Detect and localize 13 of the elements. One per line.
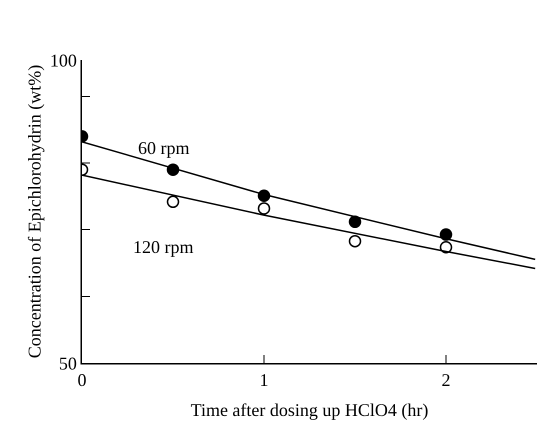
point [258, 202, 270, 215]
y-tick-label: 50 [58, 353, 77, 374]
point [166, 196, 180, 208]
series-label: 60 rpm [138, 138, 190, 158]
point [348, 216, 362, 228]
x-axis-title: Time after dosing up HClO4 (hr) [190, 400, 428, 420]
x-tick-label: 0 [78, 370, 86, 390]
x-tick-label: 1 [260, 370, 268, 390]
series-label: 120 rpm [133, 237, 194, 257]
point [348, 234, 362, 248]
y-axis-title: Concentration of Epichlorohydrin (wt%) [24, 64, 44, 358]
x-tick-label: 2 [442, 370, 450, 390]
y-tick-label: 100 [50, 50, 77, 70]
